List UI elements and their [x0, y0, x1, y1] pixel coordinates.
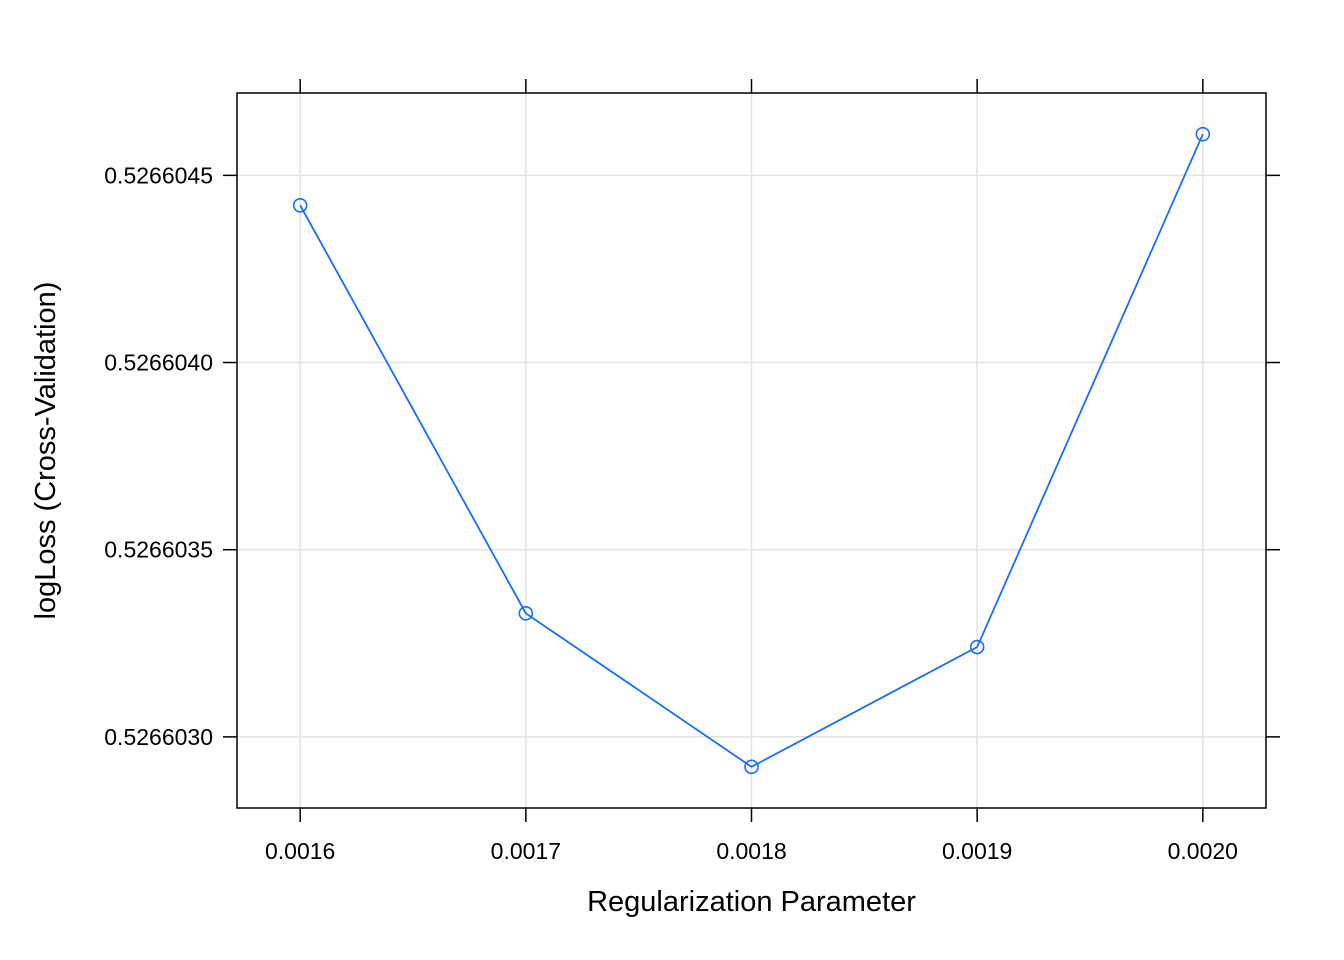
x-axis-title: Regularization Parameter	[587, 886, 916, 918]
x-tick-label: 0.0016	[265, 838, 335, 864]
grid-lines	[237, 93, 1266, 808]
data-point	[1195, 126, 1211, 142]
tick-labels: 0.0016 0.0017 0.0018 0.0019 0.0020 0.5266030 0…	[104, 162, 1238, 864]
data-point	[744, 759, 759, 775]
y-tick-label: 0.5266045	[104, 162, 213, 188]
y-axis-title: logLoss (Cross-Validation)	[30, 282, 62, 620]
data-point	[518, 606, 534, 621]
data-point	[292, 198, 308, 213]
series-line	[299, 133, 1204, 768]
y-tick-label: 0.5266035	[104, 537, 213, 563]
x-tick-label: 0.0019	[942, 838, 1012, 864]
y-tick-label: 0.5266040	[104, 350, 213, 376]
data-point	[969, 639, 985, 655]
axis-ticks	[223, 79, 1280, 822]
x-tick-label: 0.0020	[1168, 838, 1238, 864]
data-layer	[292, 126, 1211, 775]
x-tick-label: 0.0017	[491, 838, 561, 864]
x-tick-label: 0.0018	[716, 838, 786, 864]
y-tick-label: 0.5266030	[104, 724, 213, 750]
